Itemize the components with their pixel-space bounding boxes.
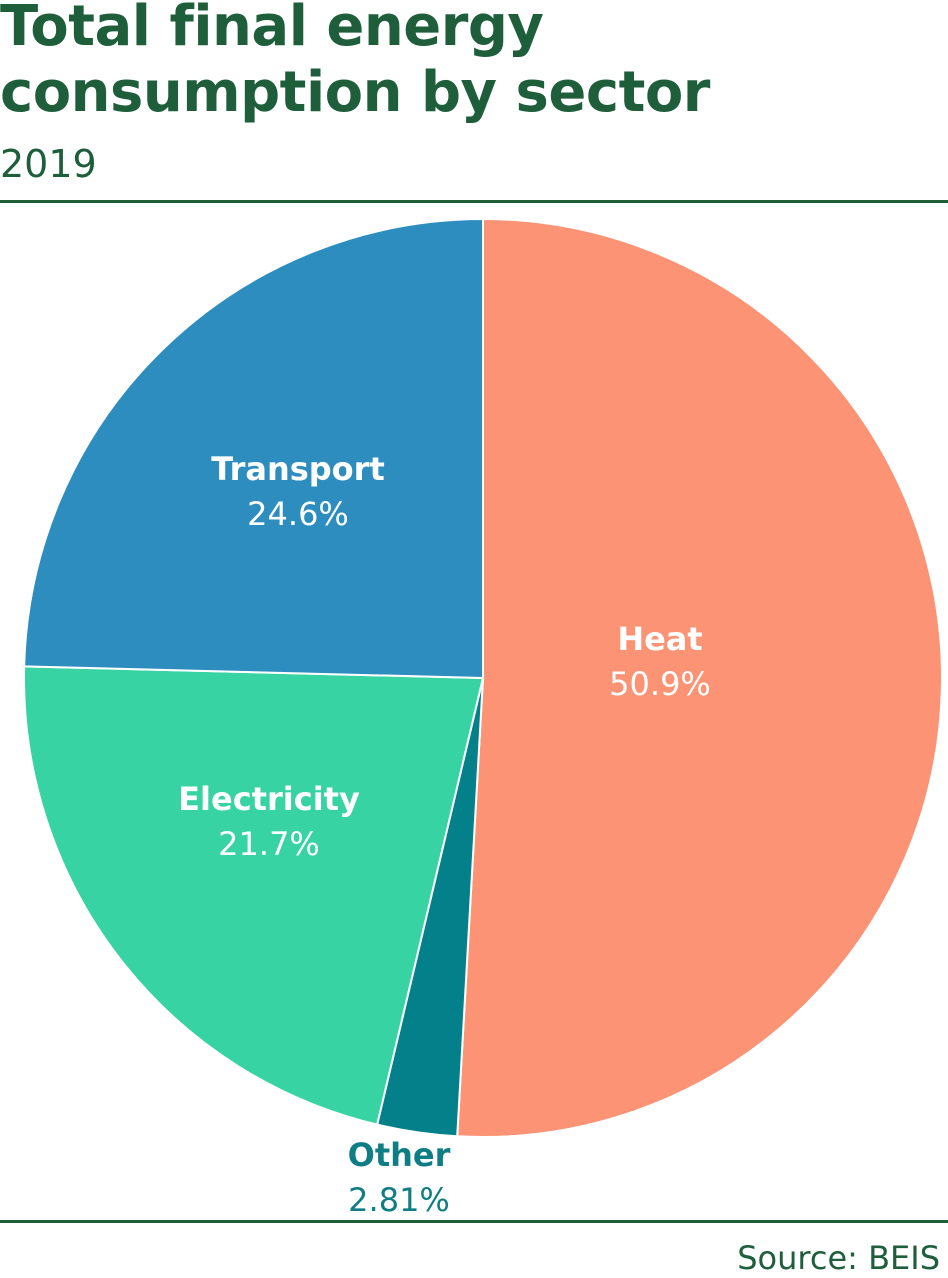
- pie-labels: Heat 50.9% Other 2.81% Electricity 21.7% Trans…: [178, 450, 711, 1219]
- pie-slices: [23, 217, 944, 1138]
- top-divider: [0, 200, 948, 203]
- source-note: Source: BEIS: [737, 1239, 940, 1277]
- pie-slice-electricity: [23, 665, 485, 1126]
- slice-value-other: 2.81%: [348, 1181, 450, 1219]
- pie-slice-heat: [456, 217, 944, 1138]
- pie-slice-transport: [23, 217, 484, 680]
- chart-subtitle: 2019: [0, 142, 97, 186]
- slice-value-heat: 50.9%: [609, 665, 711, 703]
- slice-label-transport: Transport: [211, 450, 384, 488]
- bottom-divider: [0, 1220, 948, 1223]
- slice-value-electricity: 21.7%: [218, 825, 320, 863]
- chart-title: Total final energy consumption by sector: [0, 0, 710, 125]
- slice-label-electricity: Electricity: [178, 780, 360, 818]
- slice-value-transport: 24.6%: [247, 495, 349, 533]
- slice-label-heat: Heat: [617, 620, 702, 658]
- slice-label-other: Other: [348, 1136, 451, 1174]
